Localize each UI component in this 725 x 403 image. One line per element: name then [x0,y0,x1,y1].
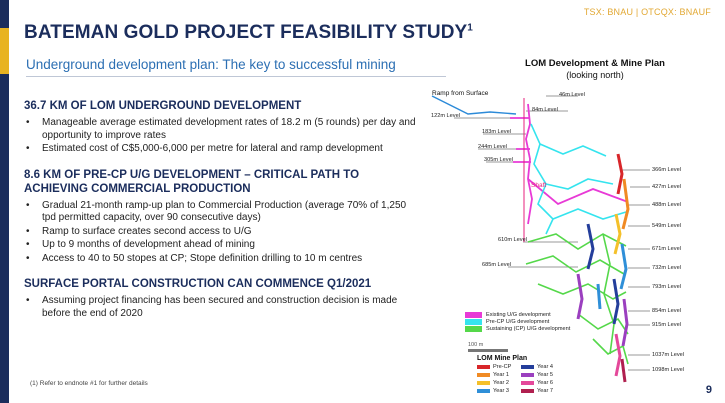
mine-plan-legend: LOM Mine Plan Pre-CP Year 4 Year 1 Year … [477,355,561,395]
level-label: 305m Level [484,157,513,163]
plan-legend-label: Year 4 [537,364,553,370]
section-surface-portal: SURFACE PORTAL CONSTRUCTION CAN COMMENCE… [24,277,416,320]
plan-legend-item: Year 5 [521,371,561,379]
bullet-item: Estimated cost of C$5,000-6,000 per metr… [24,143,416,156]
left-sidebar-bar [0,0,9,403]
page-title-text: BATEMAN GOLD PROJECT FEASIBILITY STUDY [24,22,468,43]
scale-bar-graphic [468,349,508,352]
bullet-item: Assuming project financing has been secu… [24,295,416,320]
legend-swatch [521,381,534,385]
plan-legend-label: Pre-CP [493,364,512,370]
legend-swatch [477,381,490,385]
mine-plan-legend-title: LOM Mine Plan [477,355,528,362]
shaft-label: Shaft [531,182,547,189]
level-label: 671m Level [652,246,681,252]
level-label: 183m Level [482,129,511,135]
title-footnote-marker: 1 [467,22,473,34]
level-label: 610m Level [498,237,527,243]
legend-swatch [477,389,490,393]
level-label: 1037m Level [652,352,685,358]
plan-legend-label: Year 3 [493,388,509,394]
plan-legend-label: Year 5 [537,372,553,378]
mine-plan-subtitle: (looking north) [566,70,624,80]
level-label: 427m Level [652,184,681,190]
legend-swatch [465,326,482,332]
content-sections: 36.7 KM OF LOM UNDERGROUND DEVELOPMENT M… [24,99,416,332]
legend-swatch [465,312,482,318]
scale-label: 100 m [468,342,484,348]
section-lom-development: 36.7 KM OF LOM UNDERGROUND DEVELOPMENT M… [24,99,416,156]
level-label: 793m Level [652,284,681,290]
bullet-item: Ramp to surface creates second access to… [24,226,416,239]
legend-label: Pre-CP U/G development [486,319,550,325]
section-heading: SURFACE PORTAL CONSTRUCTION CAN COMMENCE… [24,278,372,290]
legend-item: Existing U/G development [465,312,570,318]
mine-section-drawing [431,95,650,383]
development-legend: Existing U/G development Pre-CP U/G deve… [465,312,570,333]
plan-legend-item: Year 2 [477,379,519,387]
section-heading: 8.6 KM OF PRE-CP U/G DEVELOPMENT – CRITI… [24,168,360,195]
page-subtitle: Underground development plan: The key to… [26,57,396,72]
plan-legend-item: Pre-CP [477,363,519,371]
sidebar-accent [0,28,9,74]
mine-plan-diagram: Ramp from Surface Shaft 46m Level 84m Le… [428,84,723,400]
bullet-item: Gradual 21-month ramp-up plan to Commerc… [24,200,416,225]
plan-legend-label: Year 6 [537,380,553,386]
plan-legend-item: Year 1 [477,371,519,379]
level-label: 732m Level [652,265,681,271]
legend-label: Sustaining (CP) U/G development [486,326,571,332]
plan-legend-label: Year 7 [537,388,553,394]
level-label: 84m Level [532,107,558,113]
bullet-item: Access to 40 to 50 stopes at CP; Stope d… [24,253,416,266]
legend-swatch [521,373,534,377]
plan-legend-item: Year 7 [521,387,561,395]
plan-legend-label: Year 2 [493,380,509,386]
page-title: BATEMAN GOLD PROJECT FEASIBILITY STUDY1 [24,22,473,44]
level-label: 366m Level [652,167,681,173]
subtitle-divider [26,76,446,77]
level-label: 46m Level [559,92,585,98]
level-label: 122m Level [431,113,460,119]
scale-bar: 100 m [468,342,520,352]
level-label: 685m Level [482,262,511,268]
section-pre-cp-development: 8.6 KM OF PRE-CP U/G DEVELOPMENT – CRITI… [24,168,416,266]
legend-swatch [465,319,482,325]
legend-item: Sustaining (CP) U/G development [465,326,570,332]
page-number: 9 [705,384,712,396]
legend-swatch [521,389,534,393]
legend-swatch [477,373,490,377]
plan-legend-label: Year 1 [493,372,509,378]
ticker-symbols: TSX: BNAU | OTCQX: BNAUF [583,7,711,17]
mine-plan-title: LOM Development & Mine Plan [525,58,665,69]
legend-label: Existing U/G development [486,312,551,318]
legend-swatch [521,365,534,369]
plan-legend-item: Year 3 [477,387,519,395]
plan-legend-item: Year 6 [521,379,561,387]
level-label: 915m Level [652,322,681,328]
ramp-label: Ramp from Surface [432,90,489,97]
level-label: 244m Level [478,144,507,150]
level-label: 549m Level [652,223,681,229]
plan-legend-item: Year 4 [521,363,561,371]
level-label: 854m Level [652,308,681,314]
level-label: 1098m Level [652,367,685,373]
footnote: (1) Refer to endnote #1 for further deta… [30,380,148,387]
legend-item: Pre-CP U/G development [465,319,570,325]
legend-swatch [477,365,490,369]
bullet-item: Up to 9 months of development ahead of m… [24,239,416,252]
section-heading: 36.7 KM OF LOM UNDERGROUND DEVELOPMENT [24,100,302,112]
level-label: 488m Level [652,202,681,208]
bullet-item: Manageable average estimated development… [24,117,416,142]
